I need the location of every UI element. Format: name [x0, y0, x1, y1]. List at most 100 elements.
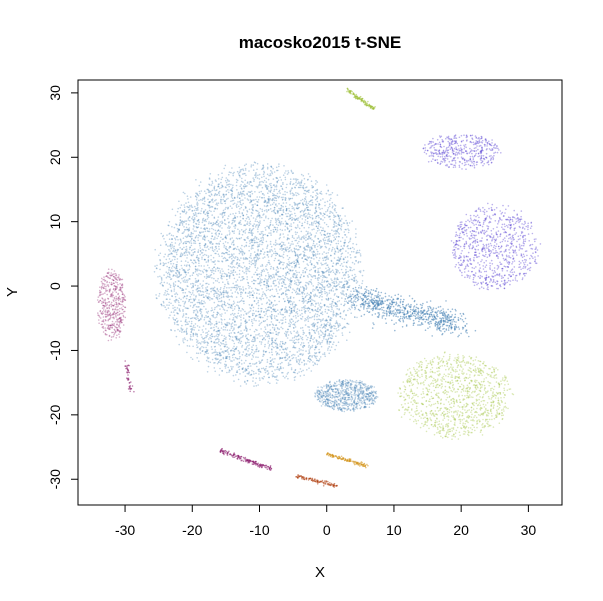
- data-point: [169, 314, 171, 317]
- data-point: [348, 307, 351, 310]
- data-point: [311, 251, 313, 253]
- data-point: [263, 251, 266, 254]
- data-point: [257, 307, 260, 310]
- data-point: [226, 346, 228, 348]
- data-point: [228, 277, 231, 279]
- data-point: [299, 293, 301, 295]
- data-point: [242, 230, 245, 232]
- data-point: [216, 322, 218, 325]
- data-point: [329, 318, 331, 321]
- data-point: [170, 329, 173, 332]
- data-point: [257, 210, 259, 212]
- data-point: [311, 218, 314, 220]
- data-point: [336, 230, 339, 233]
- data-point: [215, 242, 218, 245]
- data-point: [182, 191, 185, 194]
- data-point: [290, 368, 293, 371]
- data-point: [275, 345, 277, 348]
- data-point: [172, 246, 174, 248]
- data-point: [282, 211, 285, 213]
- data-point: [180, 253, 182, 256]
- data-point: [232, 356, 234, 359]
- data-point: [202, 325, 205, 327]
- data-point: [252, 244, 255, 246]
- data-point: [320, 334, 322, 337]
- data-point: [291, 240, 294, 243]
- data-point: [220, 296, 223, 299]
- data-point: [203, 276, 206, 278]
- data-point: [253, 373, 255, 375]
- data-point: [181, 324, 183, 327]
- data-point: [315, 302, 317, 305]
- data-point: [236, 291, 239, 294]
- data-point: [197, 258, 199, 261]
- data-point: [206, 350, 208, 352]
- data-point: [324, 310, 327, 313]
- data-point: [303, 364, 306, 366]
- data-point: [282, 375, 285, 378]
- data-point: [200, 303, 203, 305]
- data-point: [274, 317, 276, 319]
- data-point: [210, 206, 212, 208]
- data-point: [258, 362, 261, 365]
- data-point: [295, 261, 297, 264]
- data-point: [258, 333, 261, 335]
- data-point: [241, 233, 244, 236]
- data-point: [166, 272, 169, 275]
- data-point: [199, 308, 202, 311]
- data-point: [294, 215, 297, 217]
- data-point: [204, 302, 206, 304]
- data-point: [315, 220, 317, 222]
- data-point: [262, 320, 265, 322]
- data-point: [272, 332, 274, 334]
- data-point: [198, 221, 200, 223]
- data-point: [284, 229, 286, 231]
- data-point: [271, 365, 273, 367]
- data-point: [218, 343, 220, 346]
- data-point: [316, 197, 318, 199]
- data-point: [264, 229, 267, 231]
- data-point: [225, 343, 228, 346]
- data-point: [277, 334, 279, 336]
- data-point: [218, 233, 220, 235]
- data-point: [166, 290, 168, 293]
- data-point: [313, 222, 315, 224]
- data-point: [237, 349, 240, 352]
- data-point: [352, 301, 354, 304]
- data-point: [318, 216, 320, 219]
- data-point: [282, 174, 285, 176]
- data-point: [316, 230, 319, 232]
- data-point: [195, 207, 197, 210]
- data-point: [228, 253, 231, 256]
- data-point: [213, 289, 215, 292]
- data-point: [301, 218, 304, 220]
- data-point: [293, 262, 296, 265]
- data-point: [242, 251, 244, 254]
- data-point: [266, 202, 268, 204]
- data-point: [191, 358, 194, 361]
- data-point: [347, 231, 350, 234]
- data-point: [341, 317, 344, 320]
- data-point: [180, 273, 183, 276]
- data-point: [305, 236, 307, 239]
- data-point: [345, 293, 348, 296]
- data-point: [247, 191, 250, 193]
- data-point: [252, 206, 254, 208]
- data-point: [280, 293, 283, 296]
- data-point: [294, 314, 297, 317]
- data-point: [174, 249, 177, 252]
- data-point: [272, 268, 275, 270]
- data-point: [182, 242, 185, 245]
- data-point: [274, 310, 277, 313]
- data-point: [204, 243, 207, 245]
- data-point: [251, 318, 253, 321]
- data-point: [268, 299, 270, 301]
- data-point: [248, 270, 251, 273]
- data-point: [221, 220, 223, 223]
- data-point: [276, 210, 279, 213]
- data-point: [278, 282, 281, 285]
- data-point: [277, 379, 279, 382]
- data-point: [258, 316, 261, 318]
- data-point: [310, 279, 313, 281]
- data-point: [265, 289, 268, 292]
